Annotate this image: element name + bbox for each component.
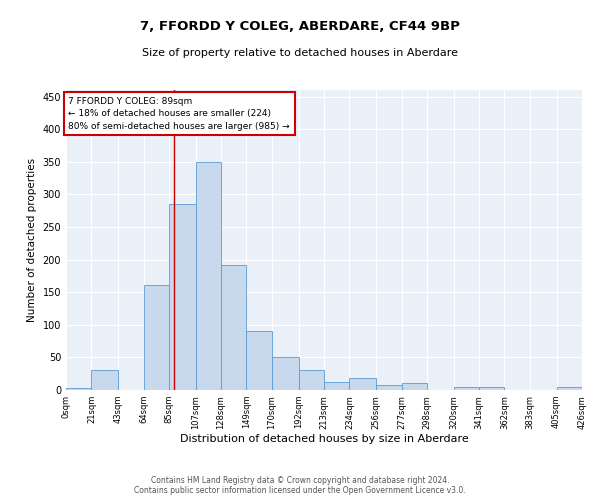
Bar [272,358,299,390]
Bar [247,330,272,390]
Bar [299,370,324,390]
Text: Size of property relative to detached houses in Aberdare: Size of property relative to detached ho… [142,48,458,58]
X-axis label: Distribution of detached houses by size in Aberdare: Distribution of detached houses by size … [179,434,469,444]
Bar [221,265,247,390]
Bar [196,162,221,390]
Bar [91,370,118,390]
Bar [479,388,505,390]
Text: Contains HM Land Registry data © Crown copyright and database right 2024.
Contai: Contains HM Land Registry data © Crown c… [134,476,466,495]
Bar [143,285,169,390]
Bar [349,378,376,390]
Bar [66,388,91,390]
Bar [401,384,427,390]
Bar [557,388,582,390]
Bar [376,386,401,390]
Text: 7 FFORDD Y COLEG: 89sqm
← 18% of detached houses are smaller (224)
80% of semi-d: 7 FFORDD Y COLEG: 89sqm ← 18% of detache… [68,96,290,130]
Bar [169,204,196,390]
Bar [454,386,479,390]
Y-axis label: Number of detached properties: Number of detached properties [27,158,37,322]
Bar [324,382,349,390]
Text: 7, FFORDD Y COLEG, ABERDARE, CF44 9BP: 7, FFORDD Y COLEG, ABERDARE, CF44 9BP [140,20,460,33]
